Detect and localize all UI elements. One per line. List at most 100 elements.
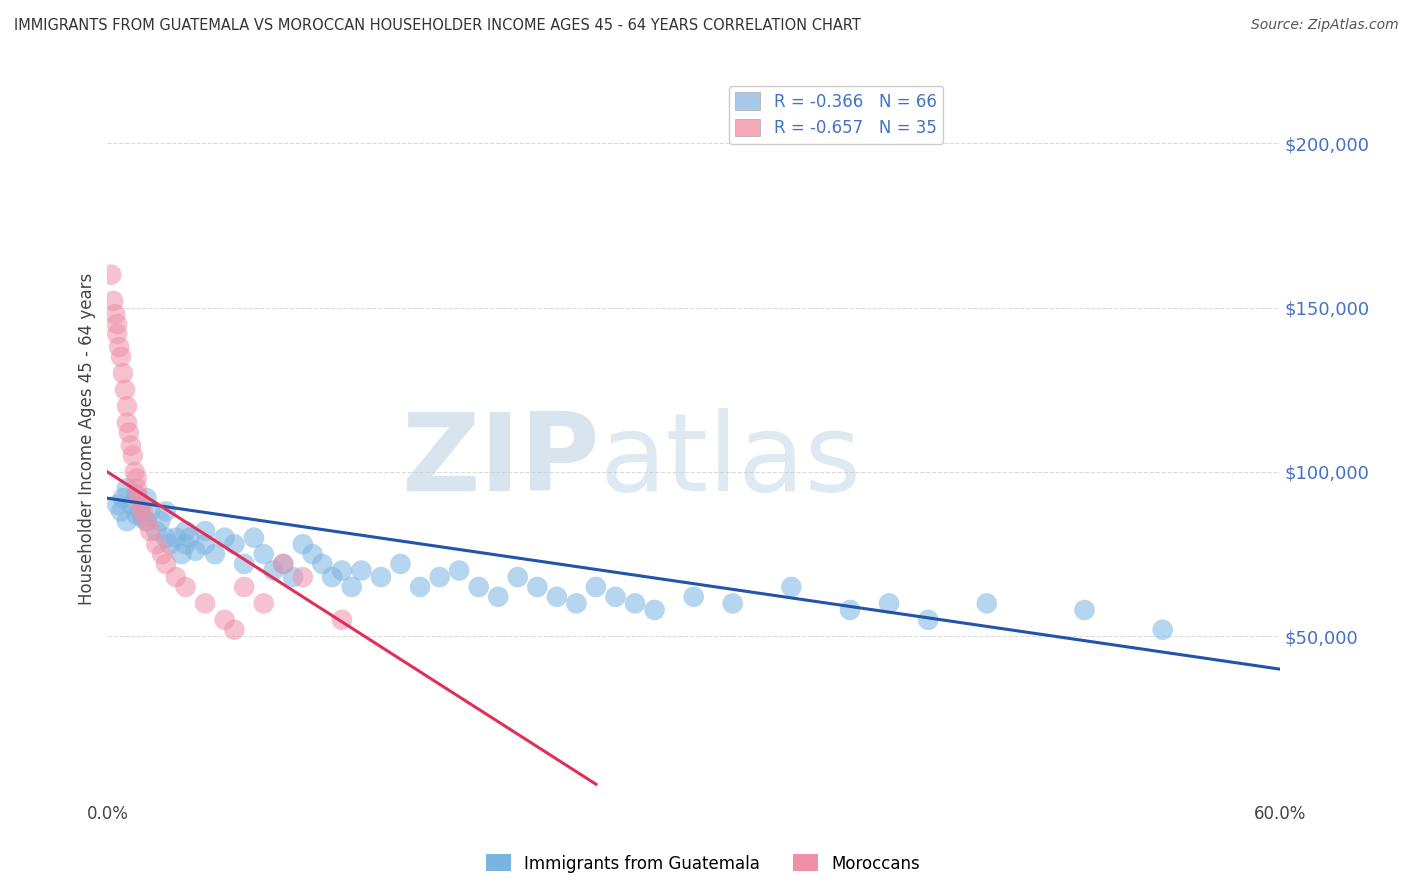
Point bbox=[115, 399, 138, 413]
Point bbox=[115, 481, 138, 495]
Point bbox=[409, 580, 432, 594]
Point bbox=[243, 531, 266, 545]
Point bbox=[125, 481, 148, 495]
Point bbox=[526, 580, 548, 594]
Point bbox=[585, 580, 607, 594]
Point bbox=[139, 524, 162, 538]
Legend: Immigrants from Guatemala, Moroccans: Immigrants from Guatemala, Moroccans bbox=[479, 847, 927, 880]
Point bbox=[263, 564, 285, 578]
Point bbox=[129, 498, 152, 512]
Point bbox=[115, 416, 138, 430]
Text: ZIP: ZIP bbox=[401, 408, 600, 514]
Point bbox=[194, 524, 217, 538]
Point bbox=[165, 570, 187, 584]
Legend: R = -0.366   N = 66, R = -0.657   N = 35: R = -0.366 N = 66, R = -0.657 N = 35 bbox=[728, 86, 943, 144]
Point bbox=[105, 317, 128, 331]
Text: Source: ZipAtlas.com: Source: ZipAtlas.com bbox=[1251, 18, 1399, 32]
Point bbox=[124, 465, 146, 479]
Point bbox=[291, 570, 314, 584]
Point bbox=[546, 590, 568, 604]
Y-axis label: Householder Income Ages 45 - 64 years: Householder Income Ages 45 - 64 years bbox=[79, 273, 96, 605]
Point bbox=[233, 580, 256, 594]
Point bbox=[104, 307, 127, 321]
Point bbox=[506, 570, 529, 584]
Point bbox=[145, 524, 167, 538]
Point bbox=[110, 350, 132, 364]
Point bbox=[118, 425, 141, 440]
Point bbox=[1073, 603, 1095, 617]
Point bbox=[179, 531, 201, 545]
Point bbox=[159, 537, 181, 551]
Point bbox=[370, 570, 392, 584]
Point bbox=[271, 557, 294, 571]
Point bbox=[204, 547, 226, 561]
Point bbox=[135, 491, 157, 506]
Point bbox=[114, 383, 136, 397]
Point bbox=[150, 547, 173, 561]
Point bbox=[605, 590, 627, 604]
Point bbox=[111, 491, 134, 506]
Point bbox=[281, 570, 304, 584]
Point bbox=[253, 547, 276, 561]
Point bbox=[174, 537, 197, 551]
Point bbox=[194, 596, 217, 610]
Point bbox=[429, 570, 451, 584]
Point bbox=[644, 603, 666, 617]
Point bbox=[721, 596, 744, 610]
Point bbox=[486, 590, 509, 604]
Point bbox=[121, 449, 143, 463]
Point bbox=[115, 514, 138, 528]
Point bbox=[271, 557, 294, 571]
Point bbox=[1152, 623, 1174, 637]
Point bbox=[165, 531, 187, 545]
Point bbox=[224, 623, 246, 637]
Point bbox=[105, 326, 128, 341]
Point bbox=[139, 504, 162, 518]
Point bbox=[311, 557, 333, 571]
Point bbox=[149, 514, 172, 528]
Point bbox=[174, 580, 197, 594]
Point bbox=[170, 547, 193, 561]
Point bbox=[131, 511, 153, 525]
Point bbox=[120, 498, 142, 512]
Point bbox=[125, 471, 148, 485]
Point bbox=[565, 596, 588, 610]
Point bbox=[105, 498, 128, 512]
Point bbox=[233, 557, 256, 571]
Point bbox=[976, 596, 998, 610]
Point bbox=[145, 537, 167, 551]
Point bbox=[100, 268, 122, 282]
Point bbox=[330, 564, 353, 578]
Point bbox=[449, 564, 471, 578]
Point bbox=[135, 514, 157, 528]
Point bbox=[184, 543, 207, 558]
Point bbox=[340, 580, 363, 594]
Point bbox=[128, 491, 150, 506]
Point bbox=[131, 504, 153, 518]
Point bbox=[174, 524, 197, 538]
Point bbox=[624, 596, 647, 610]
Point bbox=[253, 596, 276, 610]
Point bbox=[917, 613, 939, 627]
Point bbox=[877, 596, 900, 610]
Point bbox=[194, 537, 217, 551]
Point bbox=[110, 504, 132, 518]
Point bbox=[214, 531, 236, 545]
Point bbox=[467, 580, 489, 594]
Point bbox=[839, 603, 862, 617]
Point bbox=[321, 570, 343, 584]
Point bbox=[120, 439, 142, 453]
Point bbox=[129, 504, 152, 518]
Point bbox=[214, 613, 236, 627]
Point bbox=[682, 590, 704, 604]
Point bbox=[125, 508, 148, 522]
Point bbox=[301, 547, 323, 561]
Point bbox=[135, 514, 157, 528]
Point bbox=[155, 504, 177, 518]
Point bbox=[350, 564, 373, 578]
Point bbox=[224, 537, 246, 551]
Point bbox=[111, 366, 134, 380]
Point bbox=[389, 557, 412, 571]
Point bbox=[155, 531, 177, 545]
Point bbox=[155, 557, 177, 571]
